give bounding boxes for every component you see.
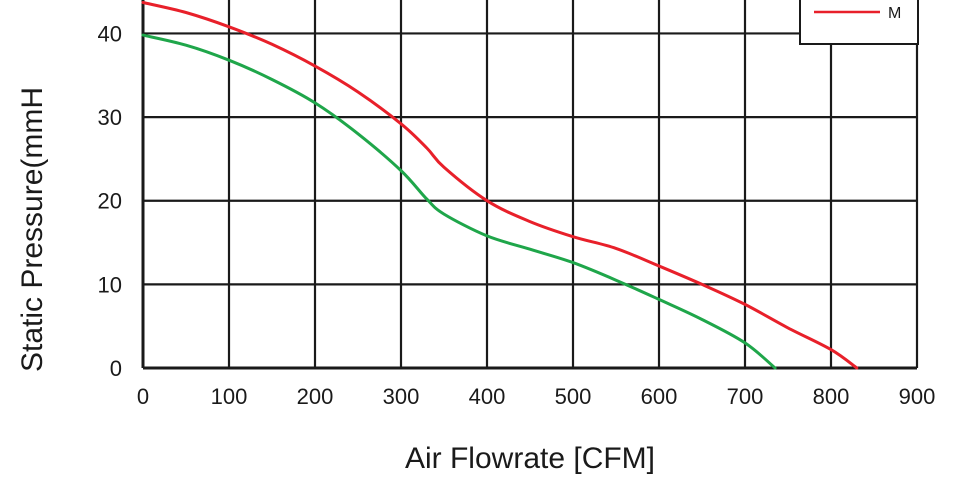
x-tick-label: 800 (813, 384, 850, 409)
x-tick-label: 400 (469, 384, 506, 409)
legend-label-m: M (888, 5, 901, 22)
x-tick-label: 900 (899, 384, 936, 409)
y-tick-label: 10 (98, 272, 122, 297)
y-tick-label: 40 (98, 21, 122, 46)
x-axis-title: Air Flowrate [CFM] (405, 442, 655, 475)
legend: M (799, 0, 919, 45)
x-tick-label: 200 (297, 384, 334, 409)
series-line-green (141, 33, 777, 370)
y-tick-label: 0 (110, 356, 122, 381)
x-tick-label: 0 (137, 384, 149, 409)
tick-labels: 0 100 200 300 400 500 600 700 800 900 0 10 20 30 40 (98, 21, 936, 409)
x-tick-label: 600 (641, 384, 678, 409)
x-tick-label: 300 (383, 384, 420, 409)
series-lines (141, 1, 859, 370)
y-tick-label: 30 (98, 105, 122, 130)
series-line-m (141, 1, 859, 370)
grid (141, 0, 919, 370)
x-tick-label: 100 (211, 384, 248, 409)
legend-box (799, 0, 919, 45)
x-tick-label: 500 (555, 384, 592, 409)
x-tick-label: 700 (727, 384, 764, 409)
y-tick-label: 20 (98, 189, 122, 214)
y-axis-title: Static Pressure(mmH (16, 87, 49, 372)
